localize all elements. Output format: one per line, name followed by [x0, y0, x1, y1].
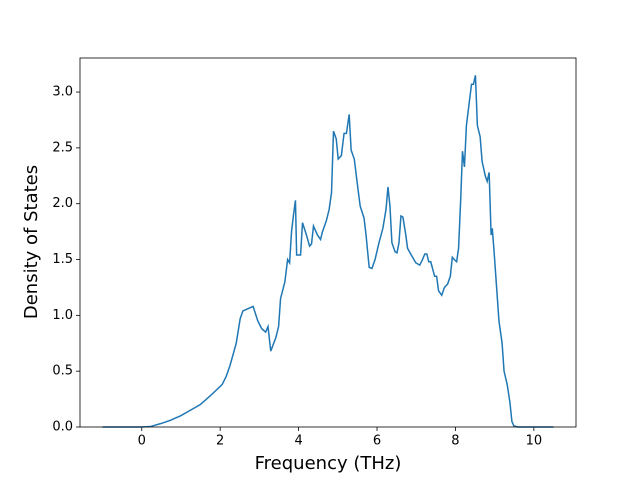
y-tick-label: 2.0: [52, 196, 73, 211]
plot-frame: [79, 57, 577, 428]
x-tick-label: 2: [216, 434, 224, 449]
x-axis-label: Frequency (THz): [255, 453, 402, 474]
line: [102, 75, 554, 428]
x-tick-label: 6: [373, 434, 381, 449]
x-tick-label: 4: [294, 434, 302, 449]
y-tick-label: 0.5: [52, 364, 73, 379]
y-tick-label: 1.5: [52, 252, 73, 267]
y-tick-label: 1.0: [52, 308, 73, 323]
x-tick-label: 8: [451, 434, 459, 449]
y-tick-label: 0.0: [52, 420, 73, 435]
x-tick-label: 0: [138, 434, 146, 449]
y-axis-label: Density of States: [21, 165, 42, 319]
y-tick-label: 3.0: [52, 85, 73, 100]
x-tick-label: 10: [526, 434, 543, 449]
y-tick-label: 2.5: [52, 140, 73, 155]
